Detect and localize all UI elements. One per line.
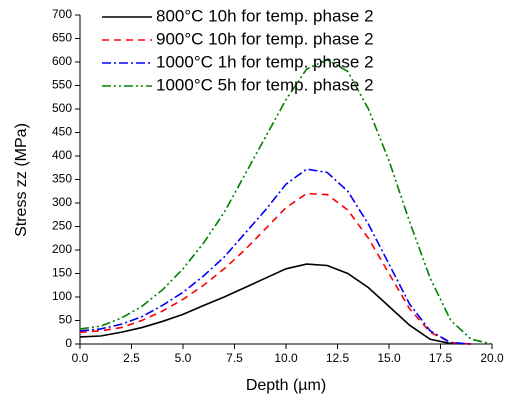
legend-label: 1000°C 1h for temp. phase 2 bbox=[156, 52, 374, 71]
y-tick-label: 400 bbox=[52, 148, 72, 162]
y-tick-label: 50 bbox=[59, 313, 73, 327]
y-tick-label: 200 bbox=[52, 242, 72, 256]
x-axis-label: Depth (µm) bbox=[246, 377, 326, 394]
x-tick-label: 5.0 bbox=[175, 351, 192, 365]
data-line bbox=[79, 58, 493, 345]
x-tick-label: 12.5 bbox=[326, 351, 350, 365]
data-line bbox=[79, 192, 472, 345]
legend-label: 900°C 10h for temp. phase 2 bbox=[156, 29, 374, 48]
y-tick-label: 300 bbox=[52, 195, 72, 209]
x-tick-label: 20.0 bbox=[480, 351, 504, 365]
x-tick-label: 0.0 bbox=[72, 351, 89, 365]
y-tick-label: 350 bbox=[52, 172, 72, 186]
y-tick-label: 650 bbox=[52, 31, 72, 45]
y-tick-label: 250 bbox=[52, 219, 72, 233]
x-tick-label: 7.5 bbox=[226, 351, 243, 365]
y-tick-label: 450 bbox=[52, 125, 72, 139]
data-line bbox=[79, 263, 472, 345]
legend-label: 800°C 10h for temp. phase 2 bbox=[156, 6, 374, 25]
y-tick-label: 0 bbox=[65, 336, 72, 350]
x-tick-label: 2.5 bbox=[123, 351, 140, 365]
y-tick-label: 150 bbox=[52, 266, 72, 280]
legend-label: 1000°C 5h for temp. phase 2 bbox=[156, 75, 374, 94]
x-tick-label: 17.5 bbox=[429, 351, 453, 365]
y-tick-label: 700 bbox=[52, 7, 72, 21]
x-tick-label: 10.0 bbox=[274, 351, 298, 365]
y-tick-label: 500 bbox=[52, 101, 72, 115]
y-tick-label: 550 bbox=[52, 78, 72, 92]
data-line bbox=[79, 168, 472, 345]
y-tick-label: 600 bbox=[52, 54, 72, 68]
y-axis-label: Stress zz (MPa) bbox=[13, 123, 30, 237]
x-tick-label: 15.0 bbox=[377, 351, 401, 365]
y-tick-label: 100 bbox=[52, 289, 72, 303]
